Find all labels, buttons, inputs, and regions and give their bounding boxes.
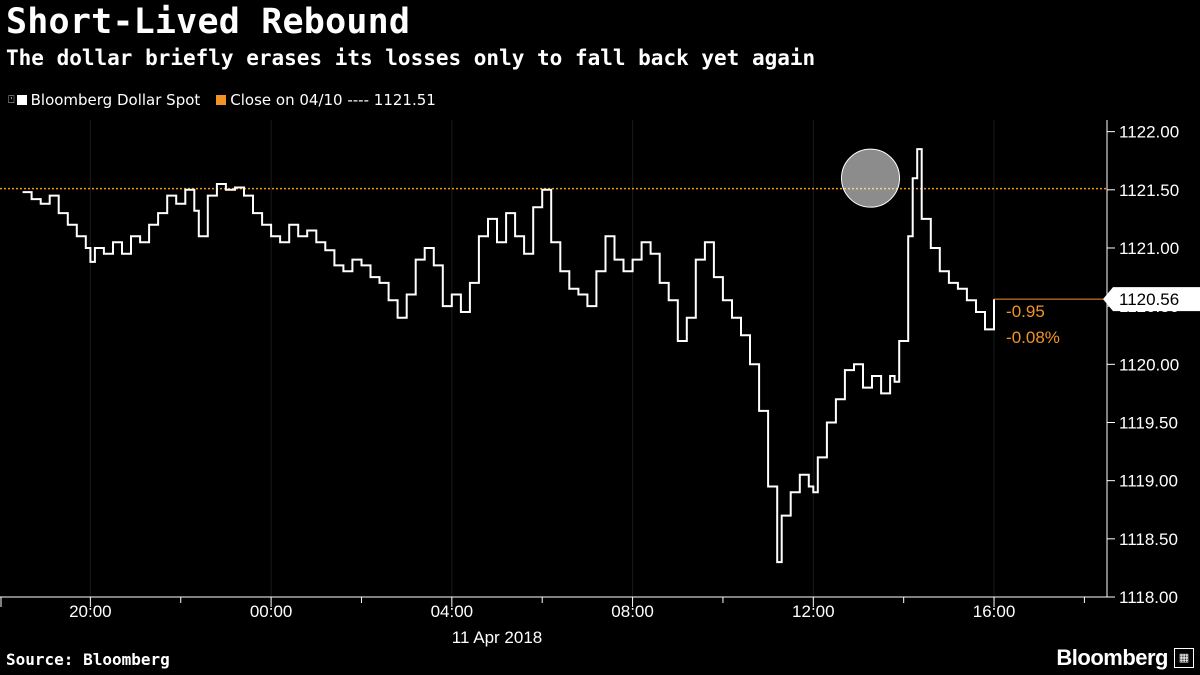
chart-title: Short-Lived Rebound <box>6 2 411 42</box>
legend: ⍞ Bloomberg Dollar Spot Close on 04/10 -… <box>8 91 452 109</box>
x-tick-label: 08:00 <box>611 602 654 621</box>
y-tick-label: 1119.50 <box>1119 413 1178 432</box>
x-tick-label: 00:00 <box>250 602 293 621</box>
chart-subtitle: The dollar briefly erases its losses onl… <box>6 46 816 70</box>
series-line-bloomberg-dollar-spot <box>22 148 995 564</box>
y-tick-label: 1121.00 <box>1119 239 1179 258</box>
legend-swatch-series <box>16 95 27 105</box>
legend-item-series: ⍞ Bloomberg Dollar Spot <box>8 91 200 109</box>
x-date-label: 11 Apr 2018 <box>452 628 542 647</box>
x-tick-label: 20:00 <box>69 602 112 621</box>
y-tick-label: 1120.00 <box>1119 355 1179 374</box>
source-note: Source: Bloomberg <box>6 650 170 669</box>
y-tick-label: 1122.00 <box>1119 123 1179 142</box>
change-abs-label: -0.95 <box>1006 302 1045 321</box>
x-tick-label: 16:00 <box>973 602 1016 621</box>
y-tick-label: 1118.00 <box>1119 588 1178 607</box>
legend-item-close: Close on 04/10 ---- 1121.51 <box>216 91 436 109</box>
x-tick-label: 12:00 <box>792 602 835 621</box>
legend-swatch-close <box>216 95 227 105</box>
bloomberg-logo-icon: ▦ <box>1174 648 1194 668</box>
change-pct-label: -0.08% <box>1006 328 1060 347</box>
highlight-circle <box>841 148 901 208</box>
brand-name: Bloomberg <box>1056 645 1168 670</box>
y-tick-label: 1118.50 <box>1119 530 1178 549</box>
legend-label-close: Close on 04/10 ---- 1121.51 <box>230 91 436 109</box>
line-series-icon: ⍞ <box>8 93 15 106</box>
last-value-marker <box>1103 287 1200 312</box>
y-tick-label: 1119.00 <box>1119 472 1178 491</box>
legend-label-series: Bloomberg Dollar Spot <box>30 91 201 109</box>
y-tick-label: 1121.50 <box>1119 181 1179 200</box>
last-value-label: 1120.56 <box>1119 290 1179 309</box>
x-tick-label: 04:00 <box>431 602 474 621</box>
